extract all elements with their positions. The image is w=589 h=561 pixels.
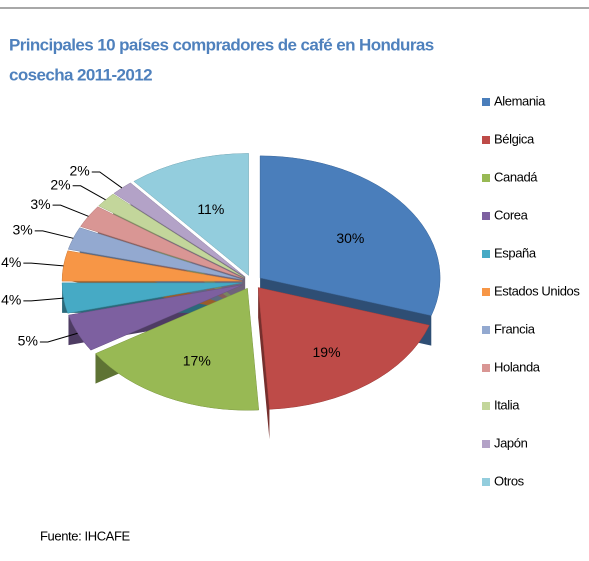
data-label: 2% (50, 176, 70, 192)
leader-line (72, 185, 106, 201)
legend-swatch (482, 212, 490, 220)
data-label: 3% (13, 222, 33, 238)
leader-line (23, 297, 64, 302)
chart-title: Principales 10 países compradores de caf… (9, 35, 434, 54)
slice (61, 250, 243, 282)
leader-line (52, 204, 89, 217)
source: Fuente: IHCAFE (40, 528, 130, 543)
slice (259, 155, 441, 316)
legend-swatch (482, 136, 490, 144)
legend-swatch (482, 98, 490, 106)
leader-line (91, 171, 123, 189)
chart-subtitle: cosecha 2011-2012 (9, 65, 152, 84)
slice (61, 282, 243, 314)
data-label: 5% (18, 333, 38, 349)
legend-label: Estados Unidos (494, 283, 580, 298)
slice (98, 193, 245, 278)
legend-label: Francia (494, 321, 536, 336)
slice (257, 287, 430, 410)
legend-swatch (482, 326, 490, 334)
data-label: 19% (313, 344, 341, 360)
slice (67, 227, 243, 280)
legend-label: España (494, 245, 537, 260)
slice (133, 153, 249, 276)
labels: 30%19%17%5%4%4%3%3%2%2%11% (1, 163, 364, 369)
legend-swatch (482, 440, 490, 448)
data-label: 2% (70, 163, 90, 179)
legend: Alemania Bélgica Canadá Corea España Estados … (482, 93, 581, 488)
legend-swatch (482, 288, 490, 296)
legend-label: Canadá (494, 169, 538, 184)
legend-label: Alemania (494, 93, 546, 108)
leader-line (34, 230, 74, 239)
legend-swatch (482, 478, 490, 486)
pie-tops (61, 153, 441, 411)
legend-label: Holanda (494, 359, 541, 374)
legend-swatch (482, 364, 490, 372)
legend-label: Italia (494, 397, 520, 412)
data-label: 30% (336, 230, 364, 246)
leader-line (39, 332, 78, 343)
legend-swatch (482, 402, 490, 410)
legend-label: Bélgica (494, 131, 535, 146)
legend-label: Corea (494, 207, 529, 222)
slice (80, 206, 244, 279)
data-label: 11% (197, 201, 224, 217)
slice (95, 287, 260, 411)
data-label: 17% (183, 352, 211, 368)
data-label: 4% (1, 292, 21, 308)
legend-label: Otros (494, 473, 525, 488)
data-label: 3% (30, 196, 50, 212)
leader-line (23, 262, 64, 267)
data-label: 4% (1, 254, 21, 270)
legend-swatch (482, 174, 490, 182)
legend-label: Japón (494, 435, 528, 450)
legend-swatch (482, 250, 490, 258)
